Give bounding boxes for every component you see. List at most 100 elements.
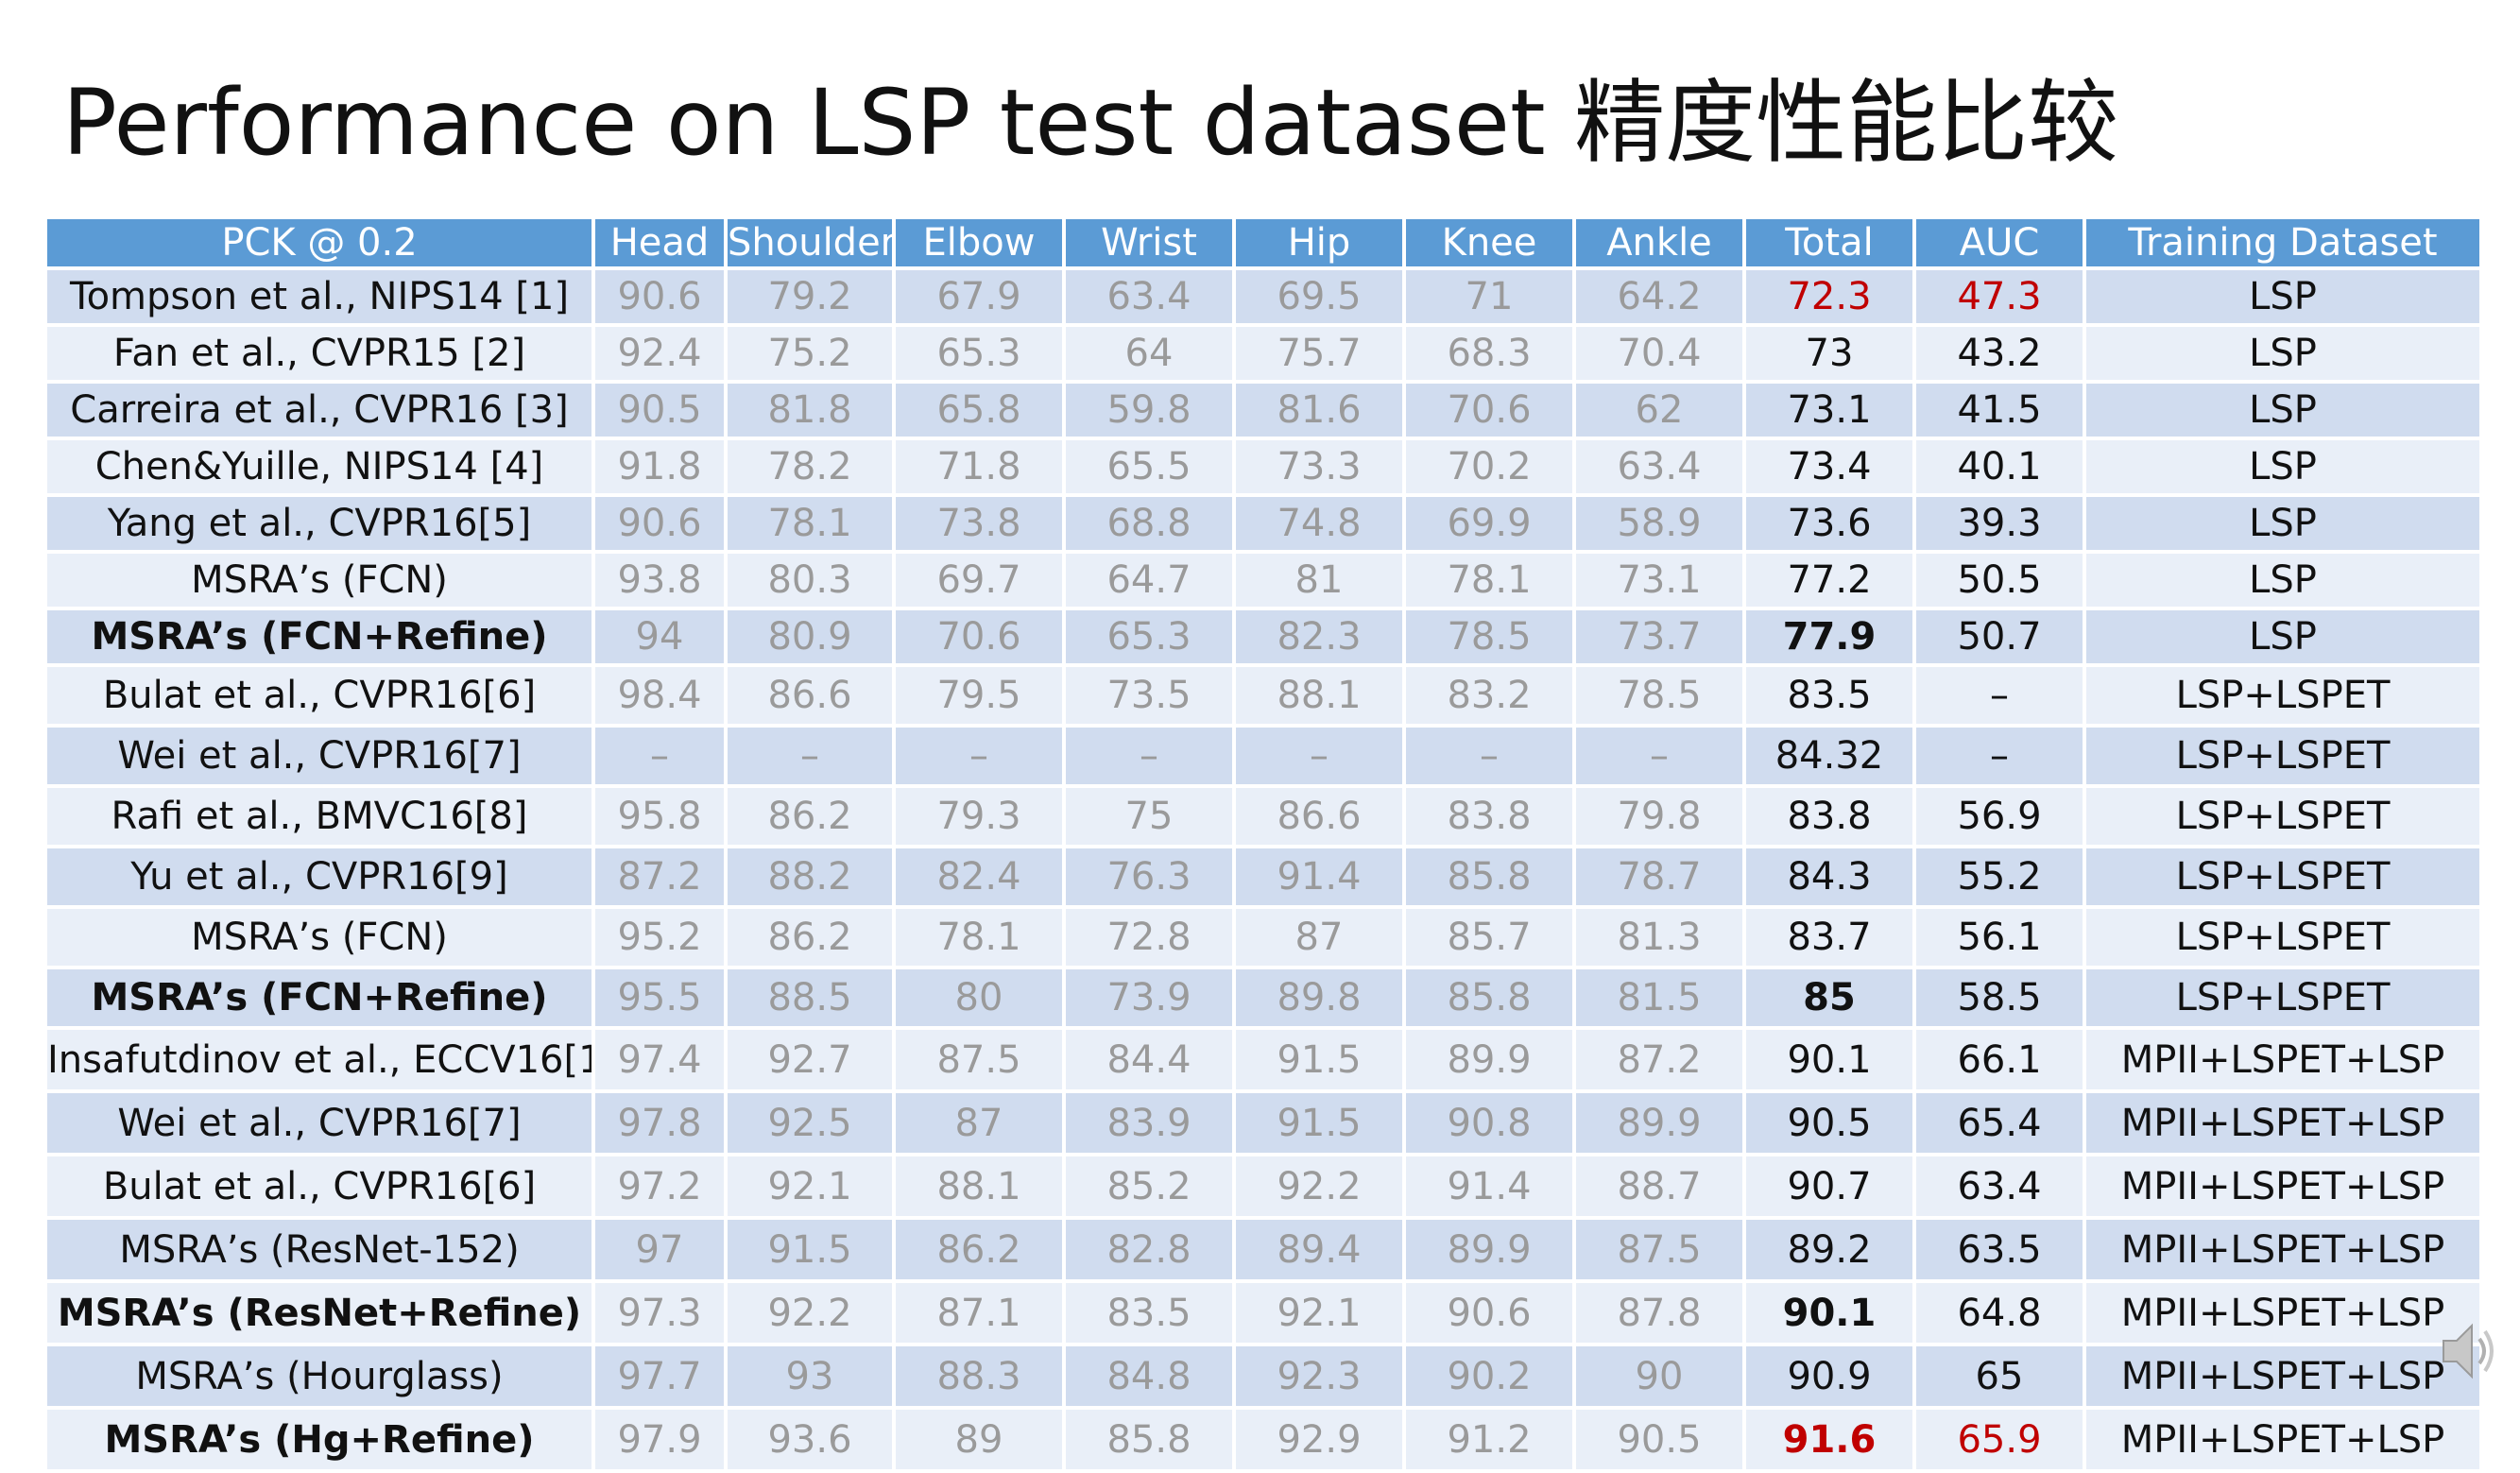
cell-total: 85 — [1746, 969, 1912, 1026]
cell-training-dataset: MPII+LSPET+LSP — [2086, 1410, 2479, 1469]
cell-hip: 87 — [1236, 909, 1402, 966]
cell-hip: 81 — [1236, 554, 1402, 607]
cell-shoulder: 75.2 — [728, 327, 892, 380]
cell-total: 77.2 — [1746, 554, 1912, 607]
cell-head: 93.8 — [595, 554, 724, 607]
cell-knee: 70.6 — [1406, 384, 1572, 437]
cell-total: 73.1 — [1746, 384, 1912, 437]
cell-wrist: 82.8 — [1066, 1220, 1232, 1279]
cell-shoulder: 86.2 — [728, 909, 892, 966]
cell-hip: 91.5 — [1236, 1030, 1402, 1089]
cell-shoulder: 92.5 — [728, 1093, 892, 1153]
cell-auc: 63.5 — [1916, 1220, 2083, 1279]
cell-elbow: 87 — [896, 1093, 1062, 1153]
cell-training-dataset: LSP — [2086, 440, 2479, 493]
header-method: PCK @ 0.2 — [47, 219, 591, 266]
header-ankle: Ankle — [1576, 219, 1742, 266]
cell-knee: 69.9 — [1406, 497, 1572, 550]
cell-elbow: 80 — [896, 969, 1062, 1026]
cell-hip: 92.9 — [1236, 1410, 1402, 1469]
cell-ankle: 58.9 — [1576, 497, 1742, 550]
cell-method: Wei et al., CVPR16[7] — [47, 728, 591, 784]
cell-shoulder: 92.7 — [728, 1030, 892, 1089]
cell-ankle: 87.5 — [1576, 1220, 1742, 1279]
cell-training-dataset: MPII+LSPET+LSP — [2086, 1220, 2479, 1279]
cell-knee: 83.2 — [1406, 667, 1572, 724]
cell-knee: 89.9 — [1406, 1030, 1572, 1089]
cell-knee: 85.8 — [1406, 969, 1572, 1026]
cell-total: 73 — [1746, 327, 1912, 380]
table-row: MSRA’s (Hourglass) 97.7 93 88.3 84.8 92.3 90.2… — [47, 1346, 2479, 1406]
cell-total: 83.8 — [1746, 788, 1912, 845]
cell-head: 94 — [595, 610, 724, 663]
cell-method: Insafutdinov et al., ECCV16[10] — [47, 1030, 591, 1089]
table-row: Insafutdinov et al., ECCV16[10] 97.4 92.7 8… — [47, 1030, 2479, 1089]
cell-total: 72.3 — [1746, 270, 1912, 323]
cell-ankle: 73.7 — [1576, 610, 1742, 663]
performance-table: PCK @ 0.2 Head Shoulder Elbow Wrist Hip … — [43, 215, 2483, 1473]
cell-auc: 43.2 — [1916, 327, 2083, 380]
cell-hip: 92.1 — [1236, 1283, 1402, 1343]
cell-training-dataset: LSP — [2086, 610, 2479, 663]
cell-ankle: 64.2 — [1576, 270, 1742, 323]
cell-method: MSRA’s (FCN) — [47, 909, 591, 966]
cell-ankle: 88.7 — [1576, 1156, 1742, 1216]
cell-training-dataset: LSP — [2086, 327, 2479, 380]
cell-head: 97.4 — [595, 1030, 724, 1089]
cell-head: 95.5 — [595, 969, 724, 1026]
cell-training-dataset: LSP+LSPET — [2086, 788, 2479, 845]
cell-ankle: 87.2 — [1576, 1030, 1742, 1089]
cell-knee: 91.4 — [1406, 1156, 1572, 1216]
cell-knee: 91.2 — [1406, 1410, 1572, 1469]
cell-elbow: 87.5 — [896, 1030, 1062, 1089]
cell-auc: 56.9 — [1916, 788, 2083, 845]
cell-auc: 56.1 — [1916, 909, 2083, 966]
cell-knee: 90.2 — [1406, 1346, 1572, 1406]
cell-elbow: 88.3 — [896, 1346, 1062, 1406]
cell-shoulder: 92.1 — [728, 1156, 892, 1216]
cell-auc: 58.5 — [1916, 969, 2083, 1026]
cell-wrist: 59.8 — [1066, 384, 1232, 437]
cell-head: 87.2 — [595, 848, 724, 905]
cell-head: 98.4 — [595, 667, 724, 724]
cell-wrist: 63.4 — [1066, 270, 1232, 323]
cell-elbow: 73.8 — [896, 497, 1062, 550]
cell-knee: 89.9 — [1406, 1220, 1572, 1279]
cell-hip: 89.4 — [1236, 1220, 1402, 1279]
cell-head: 95.2 — [595, 909, 724, 966]
cell-knee: 85.7 — [1406, 909, 1572, 966]
table-row: MSRA’s (Hg+Refine) 97.9 93.6 89 85.8 92.9 91.2… — [47, 1410, 2479, 1469]
cell-total: 90.1 — [1746, 1030, 1912, 1089]
cell-elbow: 79.5 — [896, 667, 1062, 724]
table-row: MSRA’s (ResNet-152) 97 91.5 86.2 82.8 89.4 89.… — [47, 1220, 2479, 1279]
cell-elbow: 67.9 — [896, 270, 1062, 323]
cell-auc: – — [1916, 728, 2083, 784]
cell-knee: 68.3 — [1406, 327, 1572, 380]
cell-head: 90.5 — [595, 384, 724, 437]
cell-shoulder: 86.2 — [728, 788, 892, 845]
cell-hip: 81.6 — [1236, 384, 1402, 437]
cell-training-dataset: LSP+LSPET — [2086, 667, 2479, 724]
cell-elbow: – — [896, 728, 1062, 784]
cell-ankle: 87.8 — [1576, 1283, 1742, 1343]
cell-hip: – — [1236, 728, 1402, 784]
cell-elbow: 88.1 — [896, 1156, 1062, 1216]
cell-method: Wei et al., CVPR16[7] — [47, 1093, 591, 1153]
cell-auc: 65 — [1916, 1346, 2083, 1406]
header-shoulder: Shoulder — [728, 219, 892, 266]
cell-method: MSRA’s (FCN+Refine) — [47, 610, 591, 663]
table-row: Yu et al., CVPR16[9] 87.2 88.2 82.4 76.3 91.4… — [47, 848, 2479, 905]
speaker-icon[interactable] — [2440, 1318, 2496, 1384]
cell-wrist: 84.4 — [1066, 1030, 1232, 1089]
cell-method: MSRA’s (Hg+Refine) — [47, 1410, 591, 1469]
cell-wrist: 84.8 — [1066, 1346, 1232, 1406]
cell-elbow: 65.8 — [896, 384, 1062, 437]
cell-training-dataset: MPII+LSPET+LSP — [2086, 1156, 2479, 1216]
cell-total: 91.6 — [1746, 1410, 1912, 1469]
cell-training-dataset: MPII+LSPET+LSP — [2086, 1346, 2479, 1406]
cell-ankle: 79.8 — [1576, 788, 1742, 845]
table-row: Bulat et al., CVPR16[6] 98.4 86.6 79.5 73.5 8… — [47, 667, 2479, 724]
header-elbow: Elbow — [896, 219, 1062, 266]
cell-method: MSRA’s (FCN+Refine) — [47, 969, 591, 1026]
cell-method: MSRA’s (FCN) — [47, 554, 591, 607]
